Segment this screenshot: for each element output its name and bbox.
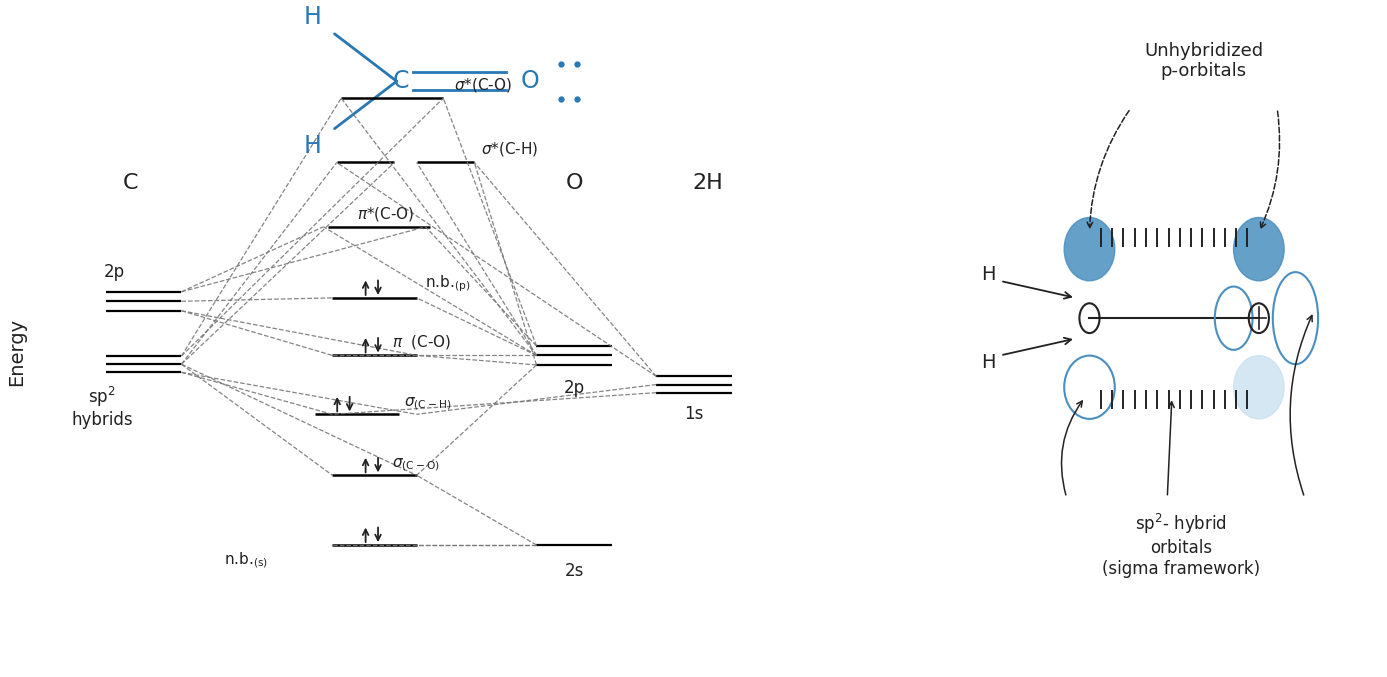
Text: H: H — [304, 133, 322, 158]
Text: $\sigma$*(C-H): $\sigma$*(C-H) — [481, 140, 538, 158]
Text: $\sigma$*(C-O): $\sigma$*(C-O) — [455, 76, 512, 94]
Text: sp$^2$
hybrids: sp$^2$ hybrids — [71, 385, 133, 429]
Text: 1s: 1s — [684, 405, 703, 423]
Text: Energy: Energy — [7, 318, 26, 386]
Text: n.b.$_{\mathregular{(p)}}$: n.b.$_{\mathregular{(p)}}$ — [424, 274, 470, 294]
Text: Unhybridized
p-orbitals: Unhybridized p-orbitals — [1144, 41, 1264, 81]
Text: sp$^2$- hybrid
orbitals
(sigma framework): sp$^2$- hybrid orbitals (sigma framework… — [1101, 512, 1261, 578]
Text: 2H: 2H — [692, 173, 723, 193]
Text: 2p: 2p — [563, 379, 585, 397]
Text: C: C — [122, 173, 139, 193]
Text: C: C — [393, 69, 409, 93]
Text: $\pi$*(C-O): $\pi$*(C-O) — [356, 204, 415, 223]
Text: H: H — [982, 353, 996, 372]
Text: H: H — [982, 265, 996, 284]
Text: $\sigma_{\mathregular{(C-H)}}$: $\sigma_{\mathregular{(C-H)}}$ — [404, 395, 451, 412]
Text: O: O — [520, 69, 540, 93]
Ellipse shape — [1233, 355, 1284, 419]
Text: $\pi$  (C-O): $\pi$ (C-O) — [393, 333, 452, 351]
Ellipse shape — [1233, 217, 1284, 281]
Ellipse shape — [1064, 217, 1115, 281]
Text: n.b.$_{\mathregular{(s)}}$: n.b.$_{\mathregular{(s)}}$ — [223, 550, 268, 570]
Text: O: O — [566, 173, 583, 193]
Text: 2s: 2s — [565, 562, 584, 580]
Text: H: H — [304, 5, 322, 29]
Text: 2p: 2p — [104, 263, 125, 281]
Text: $\sigma_{\mathregular{(C-O)}}$: $\sigma_{\mathregular{(C-O)}}$ — [393, 456, 440, 473]
